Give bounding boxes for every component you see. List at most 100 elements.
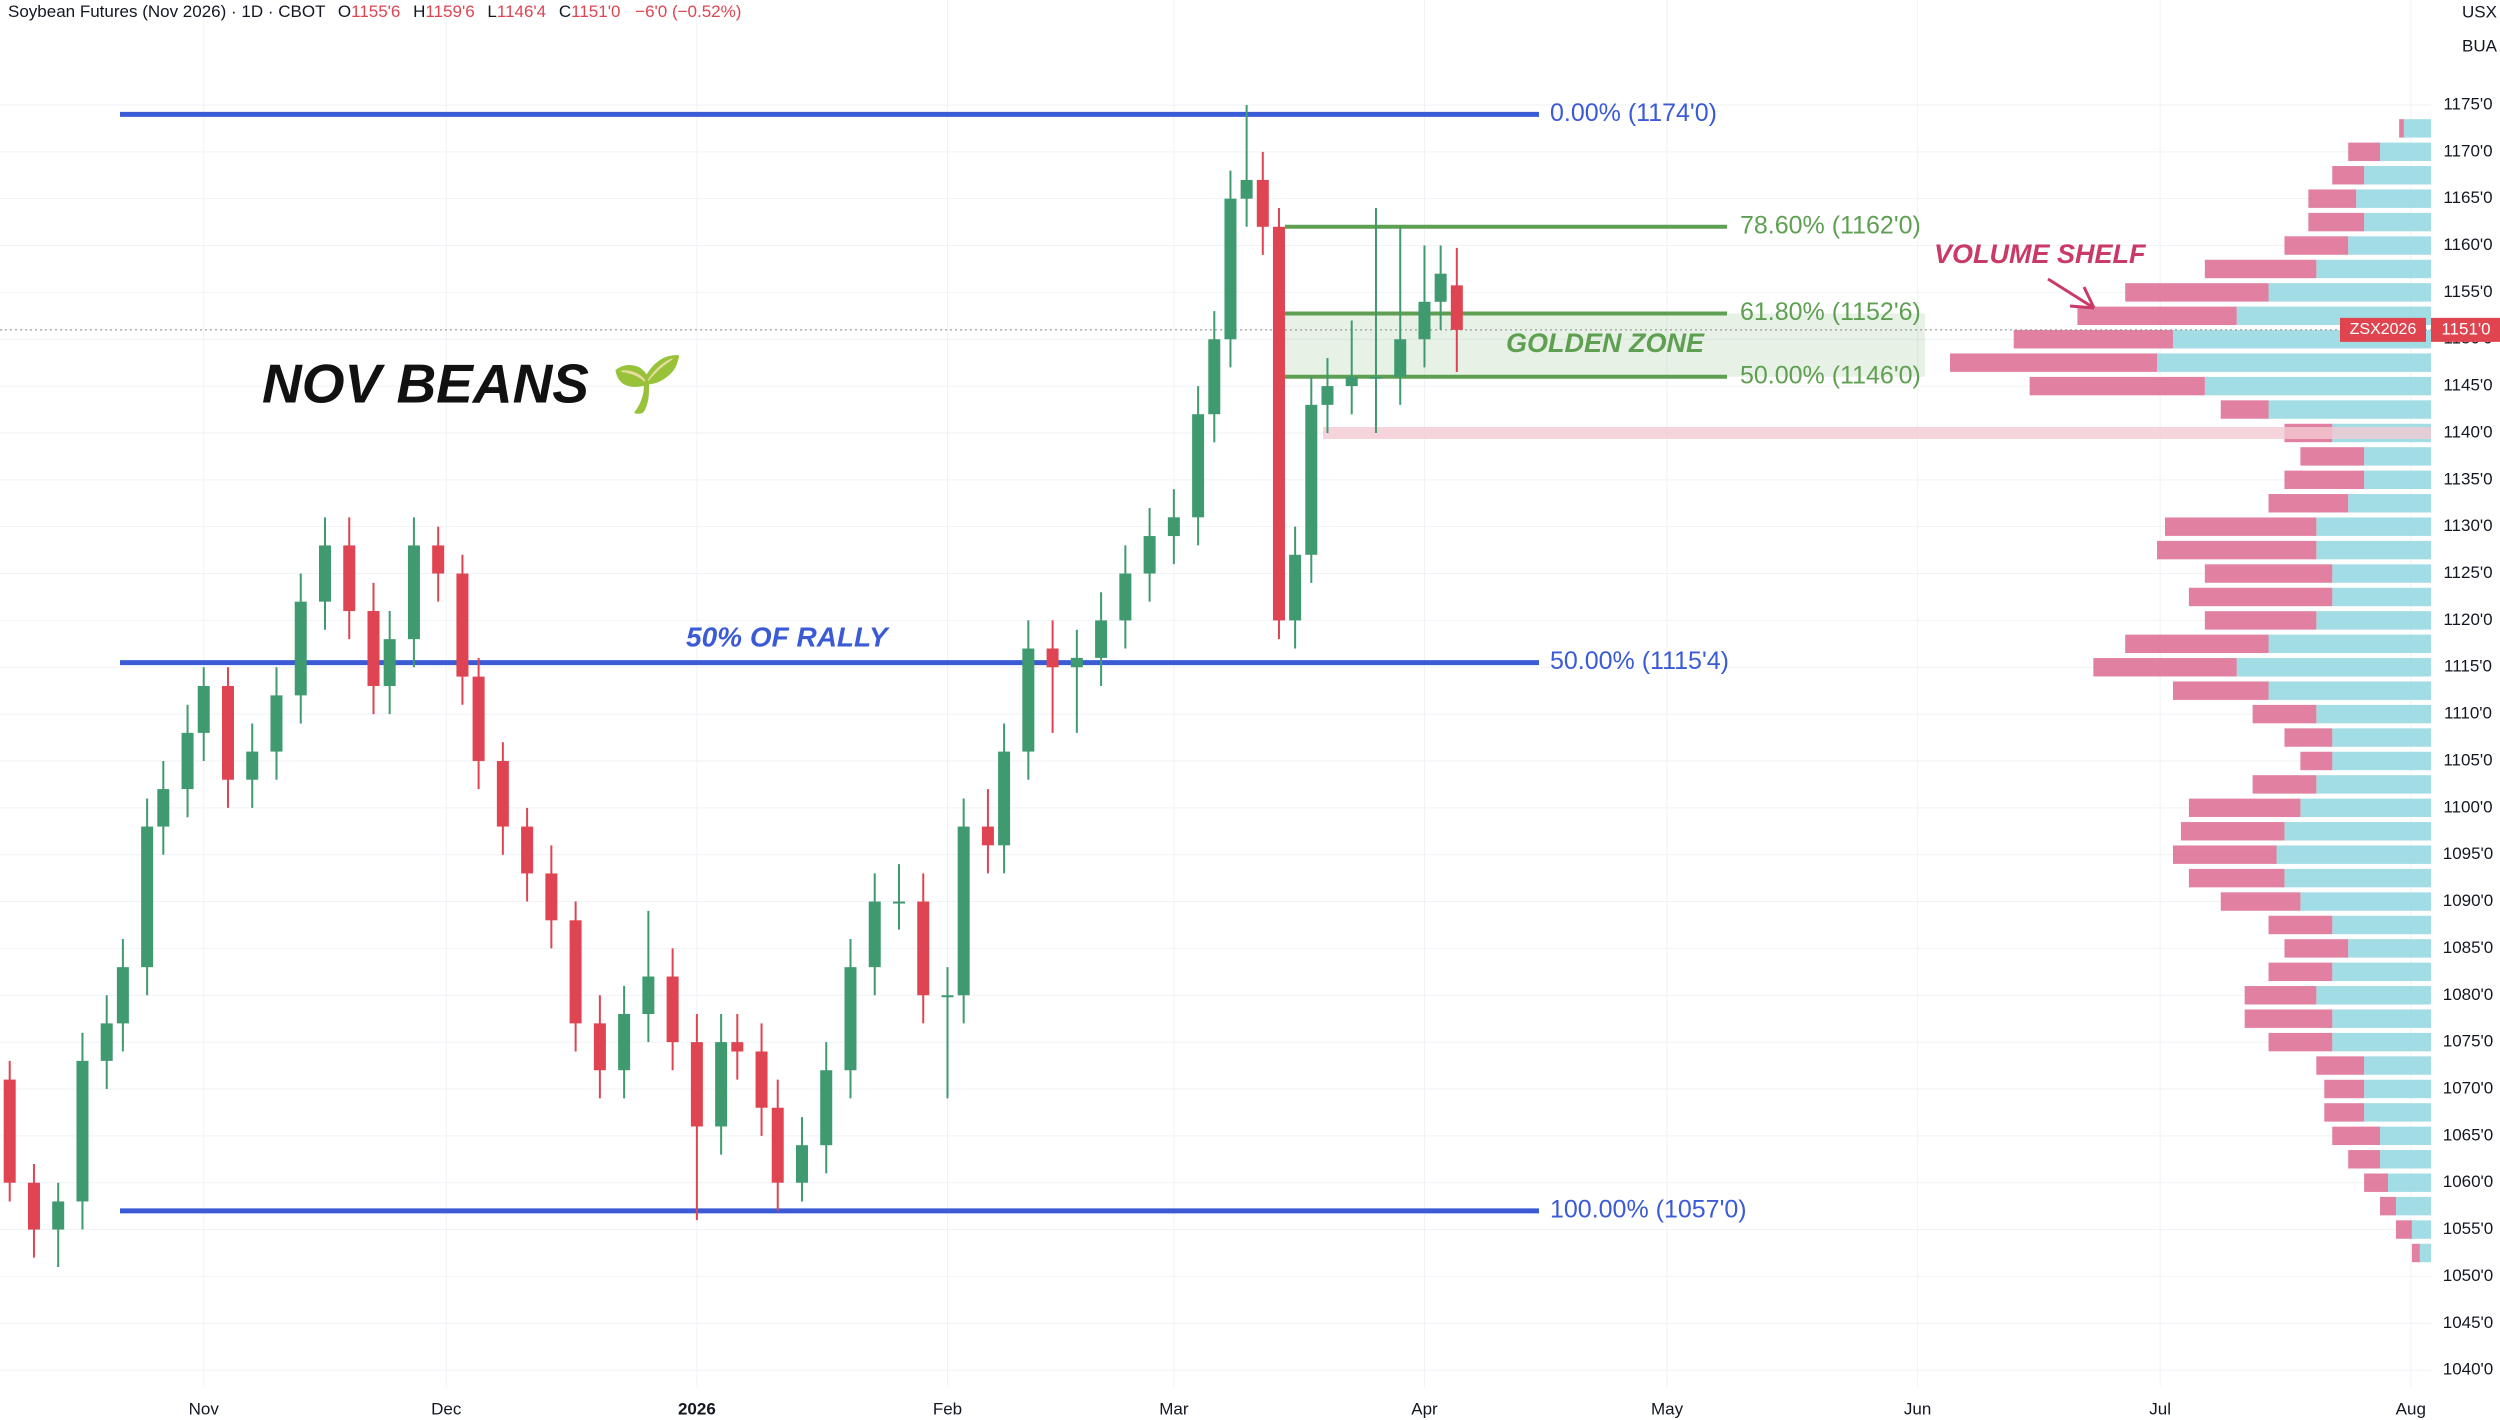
- profile-sell: [2268, 494, 2349, 513]
- candle-body: [521, 826, 534, 874]
- profile-buy: [2316, 540, 2431, 560]
- candle-body: [1272, 226, 1285, 621]
- profile-buy: [2316, 517, 2431, 536]
- ohlc-value: 1155'6: [351, 2, 400, 21]
- x-tick-label: Jun: [1904, 1399, 1931, 1418]
- profile-buy: [2348, 939, 2431, 958]
- candle-body: [892, 901, 905, 904]
- candle-body: [1167, 517, 1180, 537]
- profile-sell: [2093, 658, 2237, 677]
- y-tick-label: 1130'0: [2443, 516, 2492, 535]
- zone-annotation: GOLDEN ZONE: [1506, 328, 1705, 358]
- profile-sell: [2125, 634, 2269, 654]
- x-tick-label: Nov: [189, 1399, 220, 1418]
- profile-sell: [2308, 189, 2357, 208]
- candle-body: [116, 967, 129, 1024]
- candle-body: [3, 1079, 16, 1183]
- candle-body: [998, 751, 1011, 846]
- profile-buy: [2380, 1126, 2431, 1146]
- candle-body: [157, 789, 170, 827]
- profile-buy: [2332, 915, 2431, 935]
- x-tick-label: Aug: [2396, 1399, 2426, 1418]
- profile-sell: [2029, 376, 2205, 396]
- fib-label: 100.00% (1057'0): [1550, 1195, 1747, 1223]
- candle-body: [957, 826, 970, 996]
- candle-body: [343, 545, 356, 612]
- y-tick-label: 1045'0: [2443, 1313, 2494, 1332]
- profile-sell: [2013, 330, 2173, 349]
- candle-body: [181, 732, 194, 790]
- candle-body: [981, 826, 994, 846]
- support-band: [1323, 426, 2431, 439]
- profile-buy: [2316, 259, 2431, 279]
- ohlc-value: 1146'4: [497, 2, 546, 21]
- candle-body: [1192, 414, 1205, 518]
- profile-sell: [2395, 1220, 2412, 1239]
- zone-label: 50.00% (1146'0): [1740, 361, 1921, 389]
- y-tick-label: 1125'0: [2443, 563, 2492, 582]
- y-tick-label: 1085'0: [2443, 938, 2494, 957]
- candle-body: [771, 1107, 784, 1183]
- candle-body: [1095, 620, 1108, 658]
- candle-body: [666, 976, 679, 1043]
- profile-buy: [2268, 634, 2431, 654]
- candle-body: [795, 1145, 808, 1183]
- y-tick-label: 1040'0: [2443, 1360, 2494, 1379]
- candle-body: [1240, 179, 1253, 199]
- candle-body: [432, 545, 445, 574]
- y-tick-label: 1050'0: [2443, 1266, 2494, 1285]
- fib-label: 0.00% (1174'0): [1550, 99, 1717, 127]
- header-title: Soybean Futures (Nov 2026) · 1D · CBOT: [8, 2, 325, 21]
- profile-buy: [2387, 1173, 2431, 1192]
- candle-body: [755, 1051, 768, 1108]
- profile-sell: [2188, 798, 2301, 818]
- candle-body: [731, 1042, 744, 1052]
- profile-buy: [2364, 447, 2431, 466]
- fib-label: 50.00% (1115'4): [1550, 647, 1729, 675]
- x-tick-label: 2026: [678, 1399, 716, 1418]
- y-tick-label: 1115'0: [2444, 657, 2492, 676]
- candle-body: [1369, 376, 1382, 379]
- candle-body: [383, 639, 396, 687]
- profile-sell: [2380, 1196, 2396, 1216]
- candle-body: [76, 1060, 89, 1202]
- profile-sell: [2284, 728, 2333, 747]
- y-tick-label: 1120'0: [2443, 610, 2492, 629]
- profile-sell: [2411, 1243, 2420, 1263]
- price-label-box: [2431, 317, 2500, 342]
- profile-sell: [2172, 845, 2277, 864]
- candle-body: [1224, 198, 1237, 340]
- profile-sell: [2157, 540, 2317, 560]
- x-tick-label: Mar: [1159, 1399, 1189, 1418]
- profile-sell: [2364, 1173, 2388, 1192]
- candle-body: [456, 573, 469, 677]
- y-tick-label: 1170'0: [2443, 141, 2492, 160]
- profile-sell: [2300, 751, 2333, 771]
- profile-buy: [2316, 986, 2431, 1005]
- profile-sell: [2268, 962, 2333, 982]
- profile-buy: [2300, 892, 2431, 911]
- candle-body: [472, 676, 485, 761]
- ohlc-key: H: [413, 2, 425, 21]
- profile-buy: [2380, 1150, 2431, 1169]
- candle-body: [141, 826, 154, 968]
- profile-sell: [2332, 166, 2365, 185]
- profile-sell: [2300, 447, 2365, 466]
- candle-body: [642, 976, 655, 1015]
- ohlc-key: L: [487, 2, 496, 21]
- profile-buy: [2332, 751, 2431, 771]
- candle-body: [52, 1201, 65, 1230]
- header: Soybean Futures (Nov 2026) · 1D · CBOT O…: [8, 2, 741, 21]
- profile-sell: [2244, 1009, 2333, 1028]
- rally-annotation: 50% OF RALLY: [686, 621, 890, 652]
- profile-sell: [2268, 915, 2333, 935]
- profile-buy: [2332, 587, 2431, 607]
- candle-body: [593, 1023, 606, 1071]
- levels: 78.60% (1162'0) 61.80% (1152'6) 50.00% (11…: [0, 99, 2431, 1223]
- x-tick-label: Apr: [1411, 1399, 1438, 1418]
- candle-body: [270, 695, 283, 752]
- profile-buy: [2348, 236, 2431, 255]
- profile-sell: [2172, 681, 2269, 700]
- candle-body: [197, 686, 210, 733]
- profile-buy: [2268, 681, 2431, 700]
